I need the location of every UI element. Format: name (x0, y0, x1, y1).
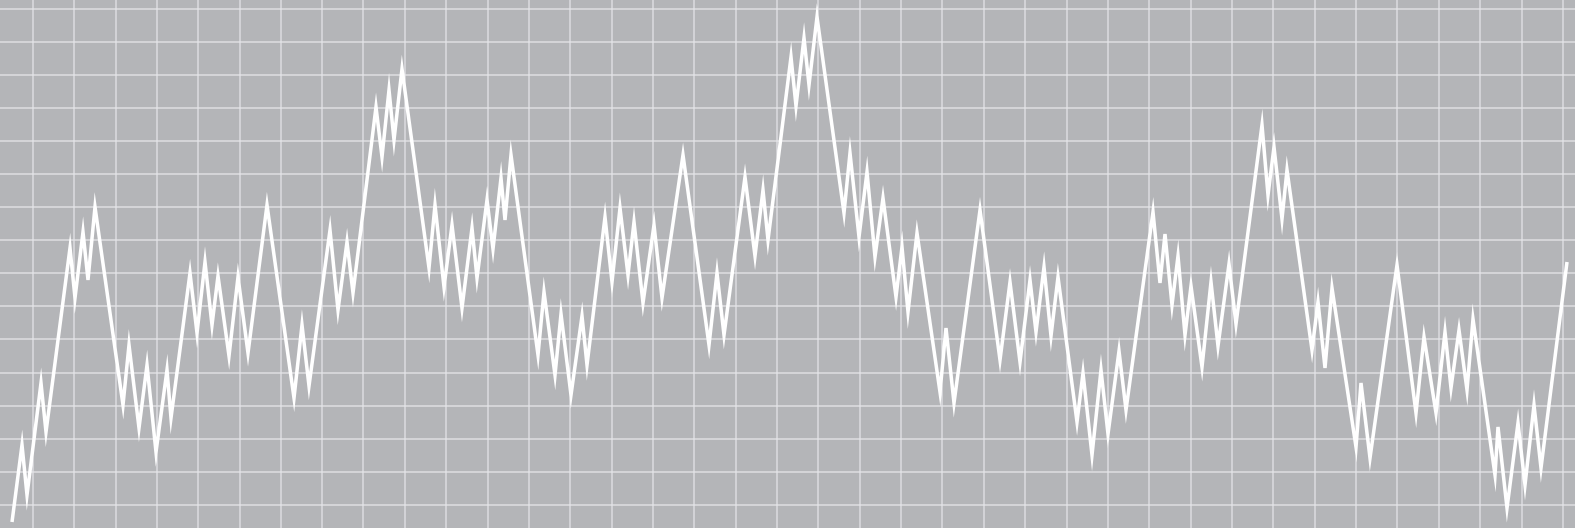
series-layer (10, 3, 1569, 523)
series-line-1 (10, 3, 1569, 523)
